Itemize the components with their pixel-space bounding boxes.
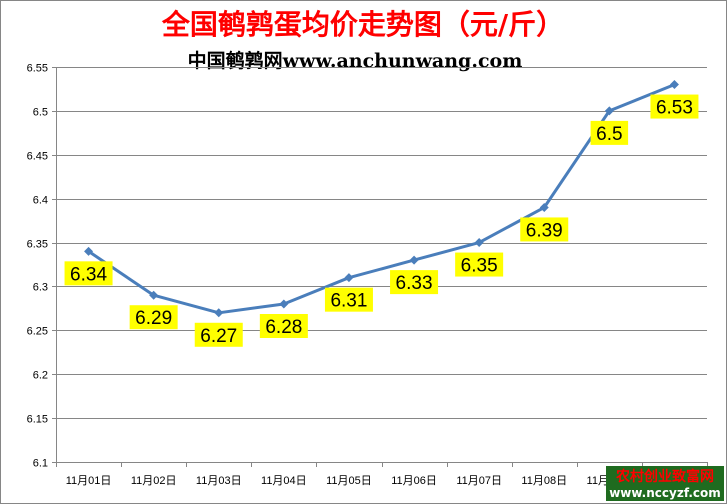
x-tick-label: 11月07日 <box>456 475 502 487</box>
y-tick-label: 6.15 <box>27 414 48 426</box>
x-tick-label: 11月03日 <box>196 475 242 487</box>
watermark-background <box>606 466 724 501</box>
data-label-background <box>650 94 699 119</box>
chart-subtitle: 中国鹌鹑网www.anchunwang.com <box>188 49 523 72</box>
data-label: 6.29 <box>135 308 172 329</box>
axes <box>52 67 708 467</box>
data-label-background <box>259 314 308 338</box>
data-label-background <box>64 261 113 286</box>
x-tick-label: 11月08日 <box>521 475 567 487</box>
data-label: 6.28 <box>265 317 302 338</box>
data-label: 6.5 <box>596 124 622 145</box>
data-point-marker <box>149 290 159 300</box>
data-label-background <box>590 120 629 145</box>
data-point-marker <box>539 202 549 212</box>
y-tick-label: 6.2 <box>33 370 48 382</box>
data-label-background <box>194 322 243 347</box>
gridlines <box>56 67 707 419</box>
data-label: 6.33 <box>396 273 433 294</box>
data-label: 6.27 <box>200 326 237 347</box>
y-tick-label: 6.25 <box>27 326 48 338</box>
y-tick-label: 6.45 <box>27 151 48 163</box>
data-label-background <box>324 287 373 312</box>
data-label-background <box>129 305 178 330</box>
data-point-marker <box>214 308 224 318</box>
series-line <box>87 83 675 315</box>
data-label-background <box>520 217 569 242</box>
data-point-marker <box>279 299 289 309</box>
y-tick-label: 6.5 <box>33 107 48 119</box>
data-label: 6.53 <box>656 98 693 119</box>
data-label: 6.31 <box>330 291 367 312</box>
data-point-marker <box>344 273 354 283</box>
data-label: 6.39 <box>526 220 563 241</box>
y-tick-label: 6.55 <box>27 63 48 75</box>
y-tick-label: 6.3 <box>33 282 48 294</box>
chart-title: 全国鹌鹑蛋均价走势图（元/斤） <box>161 8 564 41</box>
x-tick-label: 11月01日 <box>66 475 112 487</box>
data-point-marker <box>409 255 419 265</box>
data-point-marker <box>84 246 94 256</box>
data-label-background <box>455 252 504 277</box>
data-point-marker <box>669 80 679 90</box>
series-line-group <box>84 80 679 318</box>
data-point-marker <box>474 238 484 248</box>
watermark-line1: 农村创业致富网 <box>615 468 714 485</box>
x-tick-label: 11月06日 <box>391 475 437 487</box>
x-tick-label: 11月05日 <box>326 475 372 487</box>
x-tick-label: 11月02日 <box>131 475 177 487</box>
y-tick-label: 6.4 <box>33 195 48 207</box>
data-point-marker <box>604 106 614 116</box>
watermark-line2: www.nccyzf.com <box>609 486 721 500</box>
data-label: 6.35 <box>461 256 498 277</box>
watermark: 农村创业致富网 www.nccyzf.com <box>606 466 724 501</box>
x-tick-label: 11月04日 <box>261 475 307 487</box>
y-tick-label: 6.35 <box>27 239 48 251</box>
data-label-background <box>390 270 439 295</box>
data-label: 6.34 <box>70 264 107 285</box>
data-label-group: 6.34 6.29 6.27 6.28 6.31 6.33 6.35 6.39 6.5 6.53 <box>64 94 699 347</box>
y-tick-label: 6.1 <box>33 458 48 470</box>
y-tick-labels: 6.1 6.15 6.2 6.25 6.3 6.35 6.4 6.45 6.5 6.55 <box>27 63 48 470</box>
